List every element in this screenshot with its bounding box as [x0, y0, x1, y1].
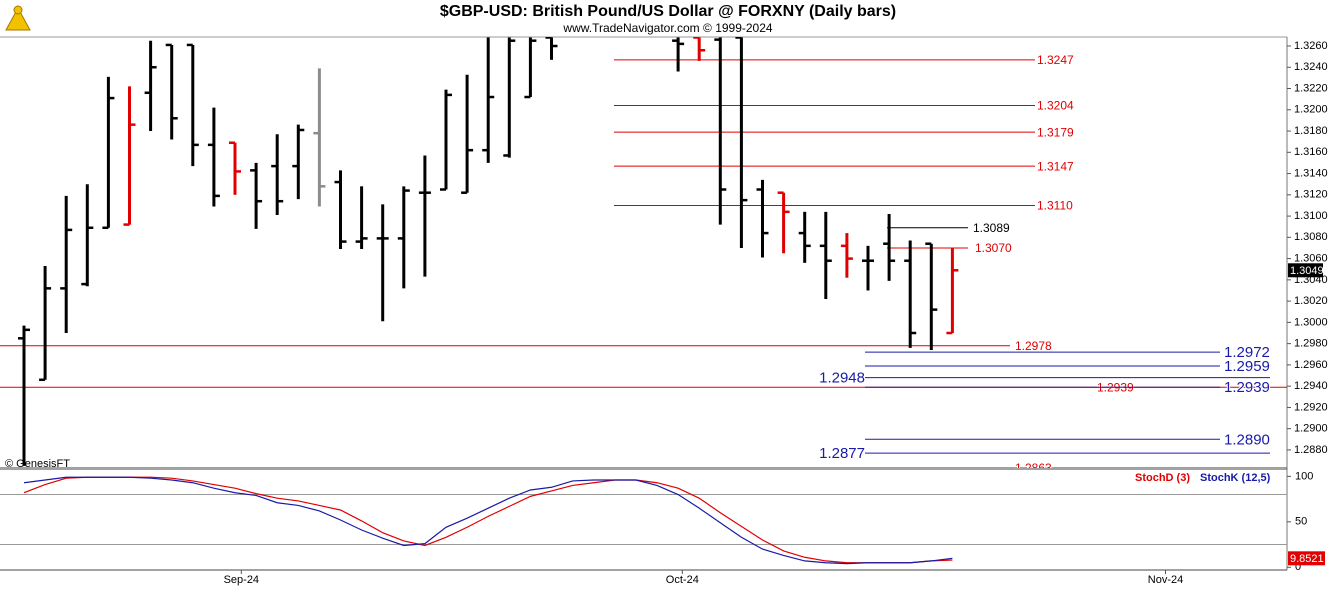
y-tick-label: 1.3080: [1294, 231, 1328, 243]
level-label: 1.2863: [1015, 461, 1052, 475]
level-label: 1.2978: [1015, 339, 1052, 353]
y-tick-label: 1.2920: [1294, 401, 1328, 413]
legend-entry: StochD (3): [1135, 472, 1190, 484]
last-value-label: 9.8521: [1290, 553, 1324, 565]
y-tick-label: 1.2940: [1294, 380, 1328, 392]
y-tick-label: 1.3140: [1294, 167, 1328, 179]
level-label: 1.3110: [1037, 199, 1073, 213]
y-tick-label: 1.2960: [1294, 359, 1328, 371]
y-tick-label: 0: [1295, 561, 1301, 573]
title: $GBP-USD: British Pound/US Dollar @ FORX…: [440, 3, 896, 20]
y-tick-label: 1.3120: [1294, 189, 1328, 201]
logo: [5, 5, 31, 31]
level-label: 1.3247: [1037, 53, 1074, 67]
y-tick-label: 1.2980: [1294, 338, 1328, 350]
y-tick-label: 1.3240: [1294, 61, 1328, 73]
level-label: 1.3070: [975, 241, 1012, 255]
y-tick-label: 1.3180: [1294, 125, 1328, 137]
stoch-line: [23, 476, 953, 565]
level-label: 1.2890: [1224, 431, 1270, 448]
last-value-box: [1288, 551, 1325, 566]
x-tick-label: Oct-24: [666, 574, 699, 586]
level-label: 1.2939: [1224, 379, 1270, 396]
subtitle: www.TradeNavigator.com © 1999-2024: [562, 21, 772, 35]
last-price-box: [1288, 263, 1323, 278]
legend-entry: StochK (12,5): [1200, 472, 1271, 484]
level-label: 1.2959: [1224, 358, 1270, 375]
y-tick-label: 100: [1295, 470, 1313, 482]
credit: © GenesisFT: [5, 458, 70, 470]
y-tick-label: 1.3100: [1294, 210, 1328, 222]
level-label: 1.2972: [1224, 344, 1270, 361]
level-label: 1.3204: [1037, 99, 1074, 113]
y-tick-label: 1.2900: [1294, 423, 1328, 435]
y-tick-label: 50: [1295, 516, 1307, 528]
y-tick-label: 1.3020: [1294, 295, 1328, 307]
price-panel: 1.3247 1.3204 1.3179 1.3147 1.3110 1.3089 1.30…: [0, 37, 1287, 475]
y-tick-label: 1.3060: [1294, 253, 1328, 265]
y-tick-label: 1.3200: [1294, 104, 1328, 116]
y-tick-label: 1.2880: [1294, 444, 1328, 456]
level-label: 1.2877: [819, 445, 865, 462]
y-tick-label: 1.3260: [1294, 40, 1328, 52]
level-label: 1.3179: [1037, 125, 1074, 139]
level-label: 1.3147: [1037, 159, 1074, 173]
stoch-line: [23, 476, 953, 564]
level-label: 1.3089: [973, 221, 1010, 235]
stoch-panel: [0, 476, 1287, 565]
x-tick-label: Sep-24: [224, 574, 259, 586]
level-label: 1.2948: [819, 370, 865, 387]
y-tick-label: 1.3160: [1294, 146, 1328, 158]
y-tick-label: 1.3000: [1294, 316, 1328, 328]
x-tick-label: Nov-24: [1148, 574, 1183, 586]
last-price-label: 1.3049: [1290, 265, 1324, 277]
y-tick-label: 1.3220: [1294, 82, 1328, 94]
